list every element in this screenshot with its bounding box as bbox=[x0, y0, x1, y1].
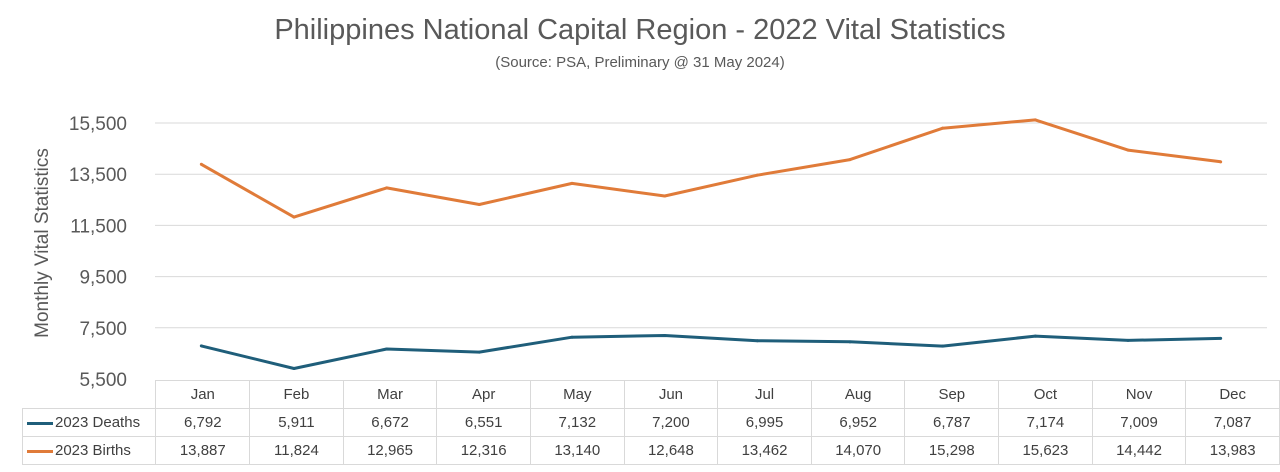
data-point bbox=[755, 173, 759, 177]
gridlines bbox=[155, 122, 1267, 329]
category-label: Mar bbox=[342, 380, 438, 409]
data-point bbox=[663, 333, 667, 337]
data-label: 7,200 bbox=[623, 408, 719, 437]
data-table: Jan Feb Mar Apr May Jun Jul Aug Sep Oct Nov Dec 202… bbox=[21, 380, 1280, 465]
data-label: 7,087 bbox=[1185, 408, 1280, 437]
data-point bbox=[1033, 334, 1037, 338]
data-point bbox=[292, 215, 296, 219]
category-label: Nov bbox=[1091, 380, 1187, 409]
data-point bbox=[199, 162, 203, 166]
series-legend-cell: 2023 Births bbox=[21, 436, 157, 465]
data-point bbox=[1219, 160, 1223, 164]
data-label: 12,648 bbox=[623, 436, 719, 465]
y-tick-label: 7,500 bbox=[79, 319, 127, 340]
data-label: 12,316 bbox=[436, 436, 531, 465]
series-name: 2023 Births bbox=[55, 442, 131, 459]
data-point bbox=[663, 194, 667, 198]
table-header-row: Jan Feb Mar Apr May Jun Jul Aug Sep Oct Nov Dec bbox=[22, 380, 1280, 409]
series-name: 2023 Deaths bbox=[55, 414, 141, 431]
data-label: 6,792 bbox=[155, 408, 251, 437]
data-label: 7,132 bbox=[529, 408, 625, 437]
data-label: 6,672 bbox=[342, 408, 438, 437]
data-label: 13,140 bbox=[529, 436, 625, 465]
chart-subtitle: (Source: PSA, Preliminary @ 31 May 2024) bbox=[495, 54, 785, 71]
data-label: 6,952 bbox=[810, 408, 906, 437]
legend-key bbox=[27, 449, 53, 453]
category-label: Oct bbox=[998, 380, 1093, 409]
category-label: Sep bbox=[904, 380, 1000, 409]
data-point bbox=[199, 344, 203, 348]
data-point bbox=[1126, 148, 1130, 152]
data-point bbox=[477, 203, 481, 207]
data-label: 7,009 bbox=[1091, 408, 1187, 437]
y-tick-label: 11,500 bbox=[70, 216, 127, 237]
category-label: Jun bbox=[623, 380, 719, 409]
data-point bbox=[848, 158, 852, 162]
data-point bbox=[848, 340, 852, 344]
category-label: Jul bbox=[717, 380, 812, 409]
legend-key bbox=[27, 421, 53, 425]
data-label: 13,887 bbox=[155, 436, 251, 465]
data-label: 14,442 bbox=[1091, 436, 1187, 465]
data-label: 14,070 bbox=[810, 436, 906, 465]
table-row: 2023 Deaths 6,792 5,911 6,672 6,551 7,132 7,20… bbox=[21, 408, 1280, 437]
data-label: 6,551 bbox=[436, 408, 531, 437]
y-axis-label: Monthly Vital Statistics bbox=[32, 148, 53, 338]
data-label: 7,174 bbox=[998, 408, 1093, 437]
data-point bbox=[570, 181, 574, 185]
data-point bbox=[941, 344, 945, 348]
category-label: Aug bbox=[810, 380, 906, 409]
category-label: Jan bbox=[155, 380, 251, 409]
data-point bbox=[755, 339, 759, 343]
y-tick-label: 9,500 bbox=[79, 268, 127, 289]
chart-title: Philippines National Capital Region - 20… bbox=[274, 14, 1006, 46]
data-label: 11,824 bbox=[249, 436, 344, 465]
data-label: 5,911 bbox=[249, 408, 344, 437]
data-label: 15,298 bbox=[904, 436, 1000, 465]
category-label: Apr bbox=[436, 380, 531, 409]
series-line-deaths bbox=[200, 334, 1221, 370]
table-corner bbox=[22, 380, 157, 409]
data-point bbox=[292, 366, 296, 370]
data-point bbox=[941, 126, 945, 130]
data-point bbox=[1033, 118, 1037, 122]
category-label: Dec bbox=[1185, 380, 1280, 409]
data-point bbox=[570, 335, 574, 339]
data-label: 12,965 bbox=[342, 436, 438, 465]
data-point bbox=[1219, 336, 1223, 340]
category-label: Feb bbox=[249, 380, 344, 409]
series-legend-cell: 2023 Deaths bbox=[21, 408, 157, 437]
series-line-births bbox=[200, 118, 1221, 219]
data-label: 15,623 bbox=[998, 436, 1093, 465]
series-lines bbox=[199, 118, 1223, 370]
category-label: May bbox=[529, 380, 625, 409]
y-tick-label: 15,500 bbox=[69, 114, 127, 135]
y-tick-label: 13,500 bbox=[69, 165, 127, 186]
data-label: 6,787 bbox=[904, 408, 1000, 437]
data-label: 6,995 bbox=[717, 408, 812, 437]
data-point bbox=[385, 186, 389, 190]
data-point bbox=[1126, 338, 1130, 342]
data-label: 13,462 bbox=[717, 436, 812, 465]
data-point bbox=[385, 347, 389, 351]
data-label: 13,983 bbox=[1185, 436, 1280, 465]
data-point bbox=[477, 350, 481, 354]
table-row: 2023 Births 13,887 11,824 12,965 12,316 13,14… bbox=[21, 436, 1280, 465]
